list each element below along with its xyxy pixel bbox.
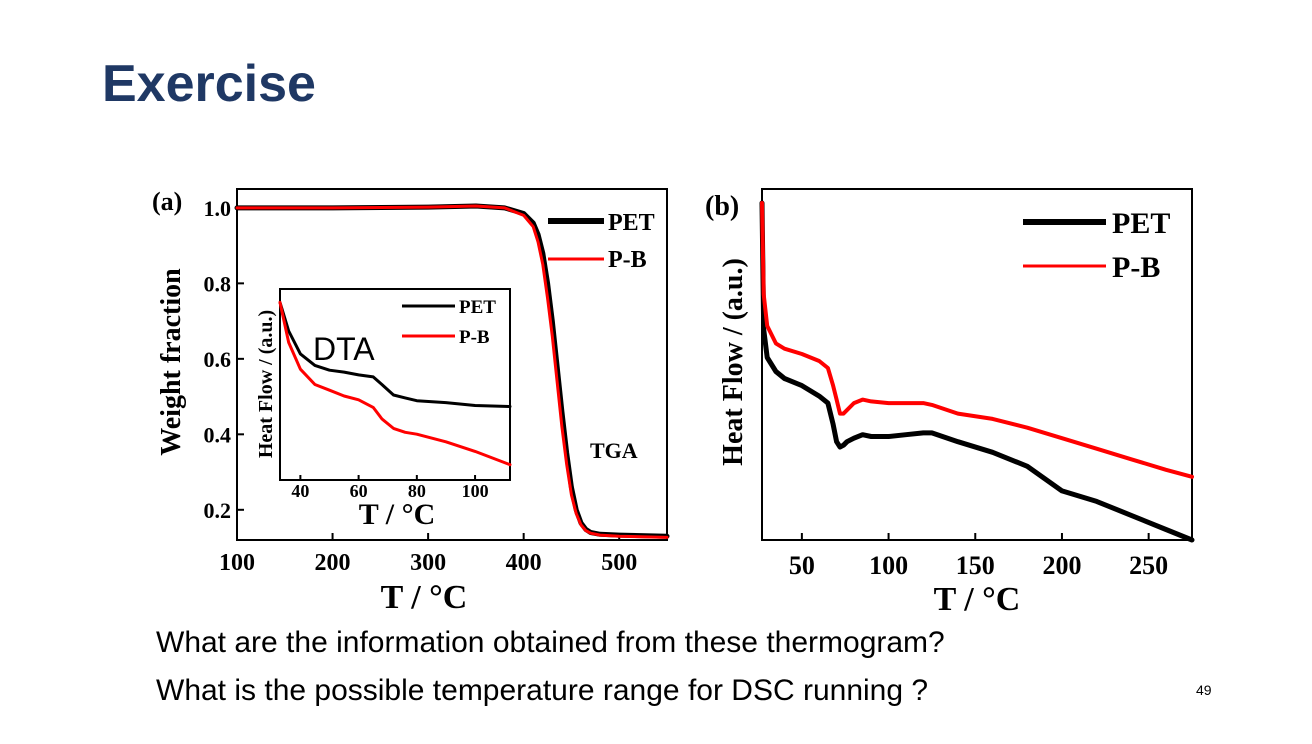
legend-label-pb-a: P-B [608,247,647,273]
panel-label-b: (b) [705,191,739,222]
x-axis-label-a: T / °C [381,579,468,616]
y-axis-label-inset: Heat Flow / (a.u.) [255,310,277,458]
y-tick-label-a: 0.2 [204,498,232,523]
y-tick-label-a: 0.4 [204,422,232,447]
x-tick-label-a: 200 [315,550,351,576]
x-tick-label-inset: 100 [462,481,489,501]
x-tick-label-b: 250 [1129,551,1168,580]
y-tick-label-a: 0.6 [204,347,232,372]
annotation-tga: TGA [590,438,638,463]
x-tick-label-b: 150 [956,551,995,580]
y-axis-label-b: Heat Flow / (a.u.) [718,258,749,466]
series-line-pet-inset [278,300,512,408]
legend-a: PET P-B [548,210,655,273]
x-ticks-a: 100 200 300 400 500 [219,533,637,576]
question-1: What are the information obtained from t… [156,626,945,659]
y-axis-label-a: Weight fraction [156,268,187,456]
series-inset [278,300,512,467]
series-line-p-b-inset [278,300,512,467]
y-tick-label-a: 1.0 [204,196,232,221]
plot-frame-b [761,188,1193,541]
series-line-pet-b [759,200,1195,543]
y-tick-label-a: 0.8 [204,271,232,296]
inset-title-dta: DTA [313,331,375,367]
legend-label-pb-b: P-B [1112,251,1160,284]
legend-label-pet-a: PET [608,210,655,236]
x-ticks-inset: 40 60 80 100 [291,475,489,501]
x-tick-label-a: 100 [219,550,255,576]
legend-label-pet-inset: PET [459,297,496,318]
series-line-p-b-a [235,204,669,539]
x-tick-label-b: 50 [789,551,815,580]
chart-inset-dta: 40 60 80 100 DTA Heat Flow / (a.u.) T / °C … [255,288,512,531]
x-tick-label-inset: 60 [350,481,368,501]
x-tick-label-inset: 80 [408,481,426,501]
x-tick-label-a: 300 [410,550,446,576]
slide-title: Exercise [102,55,316,113]
legend-label-pb-inset: P-B [459,327,490,348]
legend-inset: PET P-B [402,297,496,348]
x-ticks-b: 50 100 150 200 250 [789,533,1168,580]
x-tick-label-a: 400 [506,550,542,576]
x-tick-label-inset: 40 [291,481,309,501]
plot-frame-a [236,188,668,541]
chart-a: (a) 0.2 0.4 0.6 0.8 1.0 100 200 300 400 500 Weig… [152,187,670,616]
panel-label-a: (a) [152,187,182,216]
series-line-p-b-b [760,201,1194,479]
series-a [234,203,670,539]
y-ticks-a: 0.2 0.4 0.6 0.8 1.0 [204,196,244,523]
legend-label-pet-b: PET [1112,207,1170,240]
x-tick-label-a: 500 [601,550,637,576]
page-number: 49 [1196,682,1212,698]
legend-b: PET P-B [1023,207,1170,284]
chart-b: (b) 50 100 150 200 250 Heat Flow / (a.u.) T … [705,188,1195,618]
series-b [759,200,1195,543]
x-tick-label-b: 100 [869,551,908,580]
x-axis-label-b: T / °C [934,581,1021,618]
x-axis-label-inset: T / °C [359,498,435,531]
x-tick-label-b: 200 [1042,551,1081,580]
question-2: What is the possible temperature range f… [156,674,929,707]
